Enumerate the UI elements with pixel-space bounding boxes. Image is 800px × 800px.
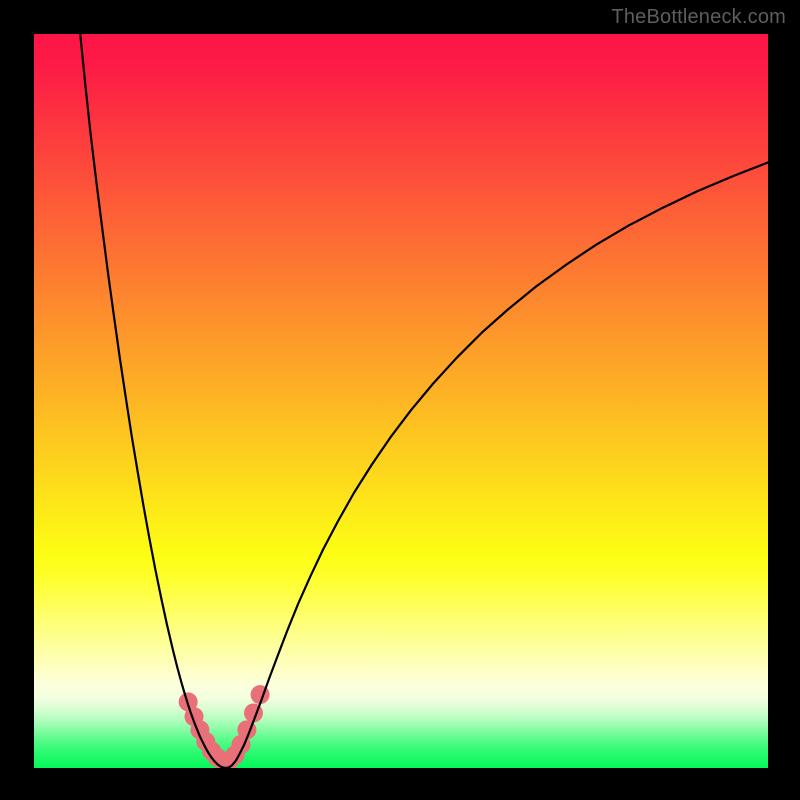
chart-container: TheBottleneck.com [0, 0, 800, 800]
plot-area [34, 34, 768, 768]
chart-svg [34, 34, 768, 768]
gradient-background [34, 34, 768, 768]
watermark-text: TheBottleneck.com [611, 6, 786, 29]
